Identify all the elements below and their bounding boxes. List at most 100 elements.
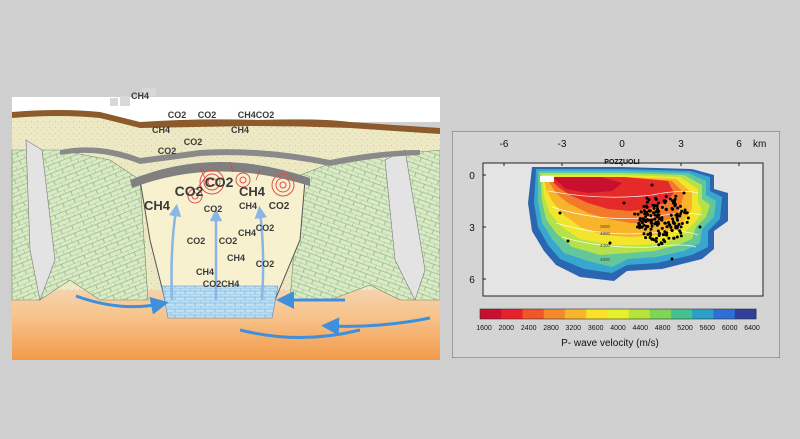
hypocenter-dot xyxy=(651,203,655,207)
contour-label: 4000 xyxy=(600,231,611,236)
hypocenter-dot xyxy=(558,211,562,215)
colorbar-swatch xyxy=(671,309,693,319)
gas-label: CO2 xyxy=(187,236,206,246)
hypocenter-dot xyxy=(644,210,648,214)
hypocenter-dot xyxy=(642,218,646,222)
hypocenter-dot xyxy=(655,205,659,208)
colorbar-tick-label: 2800 xyxy=(543,325,559,332)
x-axis-ticks: -6 -3 0 3 6 xyxy=(500,139,742,166)
hypocenter-dot xyxy=(658,217,661,221)
colorbar-tick-label: 1600 xyxy=(476,325,492,332)
hypocenter-dot xyxy=(636,225,639,229)
gas-label: CH4 xyxy=(144,198,171,213)
hypocenter-dot xyxy=(698,225,702,229)
map-title: POZZUOLI xyxy=(604,159,639,166)
hypocenter-dot xyxy=(671,217,675,221)
caprock-layer xyxy=(130,161,310,188)
gas-label: CO2 xyxy=(204,204,223,214)
hypocenter-dot xyxy=(655,236,658,240)
hypocenter-dot xyxy=(650,222,654,225)
caprock-thin xyxy=(60,147,420,166)
hypocenter-dot xyxy=(653,213,657,217)
hypocenter-dot xyxy=(679,204,682,208)
fluid-upflow-arrows xyxy=(168,203,268,301)
hypocenter-dot xyxy=(639,225,643,229)
hypocenter-dot xyxy=(655,223,659,227)
hypocenter-dot xyxy=(684,211,688,215)
hypocenter-dot xyxy=(671,207,675,211)
hypocenter-dot xyxy=(672,221,676,225)
town-icon xyxy=(110,88,156,106)
hypocenter-dot xyxy=(686,216,690,220)
hypocenter-dot xyxy=(642,232,646,236)
hypocenter-dot xyxy=(676,218,679,222)
hypocenter-dot xyxy=(650,183,654,187)
gas-label: CO2 xyxy=(219,236,238,246)
colorbar-swatch xyxy=(649,309,672,319)
hypocenter-dot xyxy=(644,236,648,240)
hypocenter-dot xyxy=(638,218,642,222)
hypocenter-dot xyxy=(672,201,675,205)
colorbar-tick-label: 3200 xyxy=(566,325,582,332)
hypocenter-dot xyxy=(678,229,682,233)
colorbar-tick-label: 6400 xyxy=(744,325,760,332)
contour-labels: 3600 4000 4400 4800 xyxy=(600,224,611,262)
x-tick-label: 0 xyxy=(619,139,625,150)
gas-label: CO2 xyxy=(256,223,275,233)
gas-label: CO2 xyxy=(205,174,234,190)
hypocenter-dot xyxy=(646,224,650,228)
gas-label: CH4 xyxy=(196,267,214,277)
contour-label: 4800 xyxy=(600,257,611,262)
hypocenter-dot xyxy=(657,243,661,247)
hypocenter-dot xyxy=(685,220,689,224)
gas-label: CO2 xyxy=(168,110,187,120)
tomography-panel: -6 -3 0 3 6 km 0 3 6 POZZUOLI 3600 4000 4400 4800… xyxy=(452,131,780,358)
colorbar-swatch xyxy=(713,309,736,319)
hypocenter-dot xyxy=(680,209,684,213)
hypocenter-dot xyxy=(643,227,647,231)
hypocenter-dot xyxy=(648,236,652,239)
hypocenter-dot xyxy=(645,196,649,200)
hypocenter-dot xyxy=(669,225,673,229)
x-tick-label: -6 xyxy=(500,139,509,150)
colorbar-tick-label: 4800 xyxy=(655,325,671,332)
hypocenter-dot xyxy=(658,231,662,235)
hypocenter-dot xyxy=(653,222,657,226)
contour-label: 4400 xyxy=(600,243,611,248)
colorbar-tick-label: 2400 xyxy=(521,325,537,332)
colorbar xyxy=(479,308,757,320)
hypocenter-dot xyxy=(675,235,679,239)
colorbar-frame xyxy=(479,308,757,320)
gas-label: CH4 xyxy=(239,201,257,211)
hypocenter-dot xyxy=(668,197,672,201)
colorbar-swatch xyxy=(692,309,714,319)
colorbar-swatch xyxy=(607,309,630,319)
colorbar-tick-label: 6000 xyxy=(722,325,738,332)
y-tick-label: 3 xyxy=(469,223,475,234)
hypocenter-dot xyxy=(647,198,651,202)
hypocenter-dot xyxy=(667,236,671,240)
hypocenter-dot xyxy=(654,196,658,200)
hypocenter-dot xyxy=(676,214,680,218)
hypocenter-dot xyxy=(672,236,676,240)
hypocenter-dot xyxy=(664,207,668,211)
hypocenter-dot xyxy=(683,208,687,212)
colorbar-ticks: 1600 2000 2400 2800 3200 3600 4000 4400 4800 5200… xyxy=(476,325,760,332)
aquifer-layer xyxy=(161,285,279,319)
hypocenter-dot xyxy=(637,221,641,225)
gas-label: CH4 xyxy=(152,125,170,135)
gas-label: CO2 xyxy=(175,183,204,199)
gas-label: CH4 xyxy=(227,253,245,263)
hypocenter-dot xyxy=(649,227,653,231)
degassing-spots xyxy=(187,169,295,204)
hypocenter-dot xyxy=(566,239,570,243)
hypocenter-dot xyxy=(656,229,660,233)
hypocenter-dot xyxy=(656,201,660,205)
hypocenter-dot xyxy=(670,228,674,232)
hypocenter-dot xyxy=(644,215,648,219)
hypocenter-dot xyxy=(645,200,649,204)
hypocenter-dot xyxy=(660,226,664,230)
colorbar-swatch xyxy=(734,309,757,319)
